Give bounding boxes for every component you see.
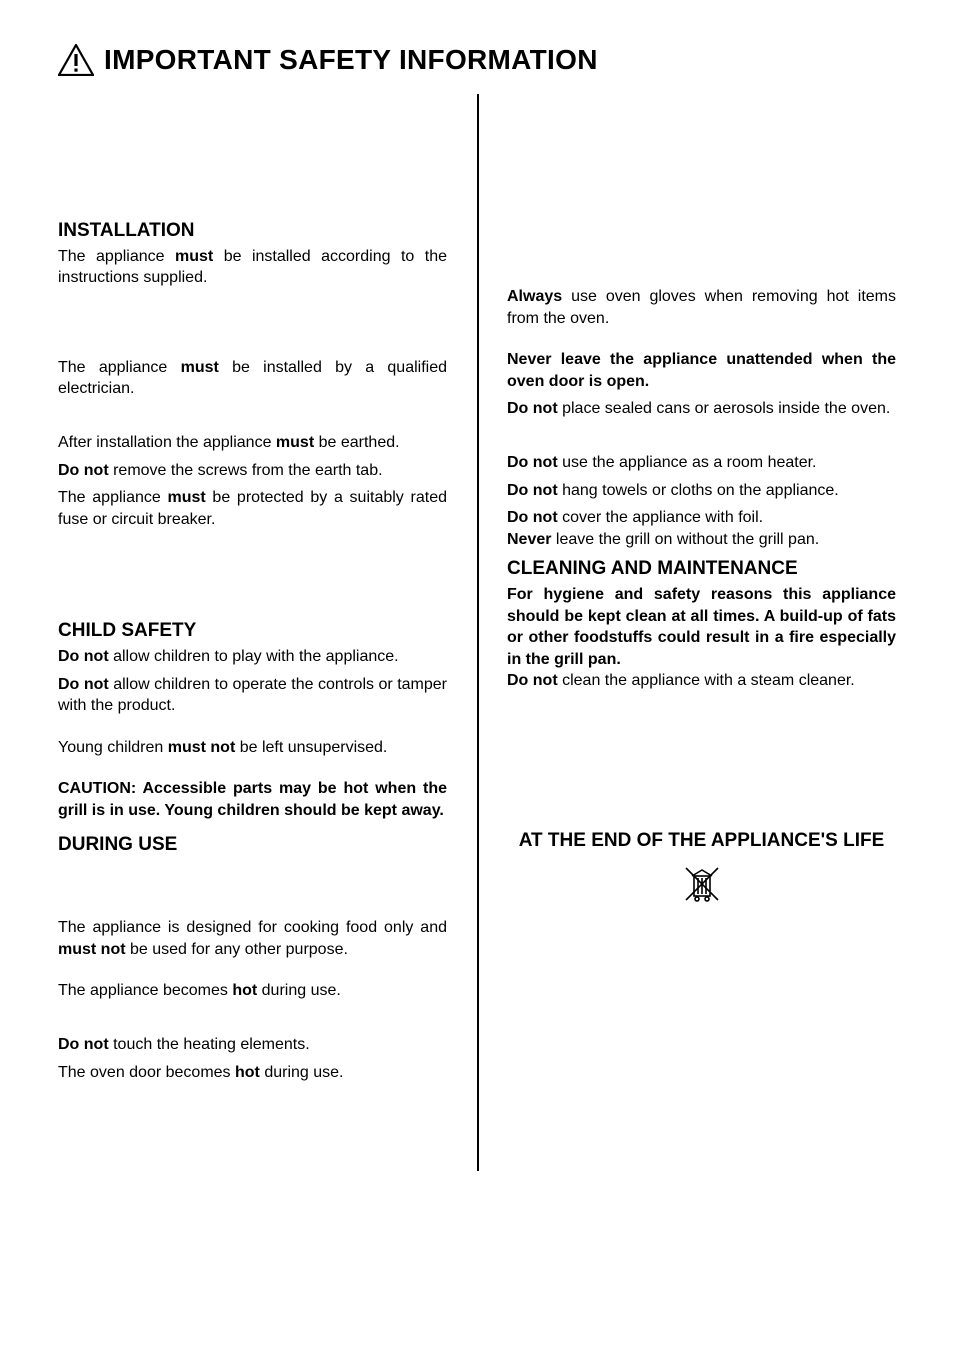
page-title: IMPORTANT SAFETY INFORMATION xyxy=(104,44,598,76)
text: allow children to play with the applianc… xyxy=(109,648,399,665)
document-page: IMPORTANT SAFETY INFORMATION INSTALLATIO… xyxy=(0,0,954,1149)
text: clean the appliance with a steam cleaner… xyxy=(558,672,855,689)
during-para-4: The oven door becomes hot during use. xyxy=(58,1062,447,1084)
end-of-life-heading: AT THE END OF THE APPLIANCE'S LIFE xyxy=(507,828,896,854)
text: Young children xyxy=(58,739,168,756)
warning-triangle-icon xyxy=(58,44,94,76)
bold-text: Never xyxy=(507,531,551,548)
text: be used for any other purpose. xyxy=(126,941,348,958)
bold-text: must not xyxy=(58,941,126,958)
text: hang towels or cloths on the appliance. xyxy=(558,482,839,499)
text: The appliance xyxy=(58,248,175,265)
child-para-3: Young children must not be left unsuperv… xyxy=(58,737,447,759)
text: touch the heating elements. xyxy=(109,1036,310,1053)
bold-text: Do not xyxy=(58,1036,109,1053)
cleaning-donot: Do not clean the appliance with a steam … xyxy=(507,670,896,692)
bold-text: Do not xyxy=(507,672,558,689)
never-unattended: Never leave the appliance unattended whe… xyxy=(507,349,896,392)
child-para-1: Do not allow children to play with the a… xyxy=(58,646,447,668)
text: be left unsupervised. xyxy=(235,739,387,756)
text: during use. xyxy=(260,1064,344,1081)
installation-para-5: The appliance must be protected by a sui… xyxy=(58,487,447,530)
bold-text: Do not xyxy=(58,462,109,479)
text: use oven gloves when removing hot items … xyxy=(507,288,896,327)
always-para: Always use oven gloves when removing hot… xyxy=(507,286,896,329)
child-caution: CAUTION: Accessible parts may be hot whe… xyxy=(58,778,447,821)
left-column: INSTALLATION The appliance must be insta… xyxy=(58,94,477,1089)
title-row: IMPORTANT SAFETY INFORMATION xyxy=(58,44,896,76)
during-para-3: Do not touch the heating elements. xyxy=(58,1034,447,1056)
during-para-1: The appliance is designed for cooking fo… xyxy=(58,917,447,960)
during-para-2: The appliance becomes hot during use. xyxy=(58,980,447,1002)
cleaning-heading: CLEANING AND MAINTENANCE xyxy=(507,556,896,582)
right-column: Always use oven gloves when removing hot… xyxy=(477,94,896,1089)
two-column-layout: INSTALLATION The appliance must be insta… xyxy=(58,94,896,1089)
during-use-heading: DURING USE xyxy=(58,832,447,858)
bold-text: Do not xyxy=(507,400,558,417)
text: leave the grill on without the grill pan… xyxy=(551,531,819,548)
child-safety-heading: CHILD SAFETY xyxy=(58,618,447,644)
bold-text: must xyxy=(181,359,219,376)
cleaning-body: For hygiene and safety reasons this appl… xyxy=(507,584,896,670)
text: The appliance is designed for cooking fo… xyxy=(58,919,447,936)
installation-para-1: The appliance must be installed accordin… xyxy=(58,246,447,289)
bold-text: must not xyxy=(168,739,236,756)
text: use the appliance as a room heater. xyxy=(558,454,817,471)
bold-text: Do not xyxy=(507,509,558,526)
child-para-2: Do not allow children to operate the con… xyxy=(58,674,447,717)
text: during use. xyxy=(257,982,341,999)
donot-para-2: Do not use the appliance as a room heate… xyxy=(507,452,896,474)
text: The oven door becomes xyxy=(58,1064,235,1081)
text: allow children to operate the controls o… xyxy=(58,676,447,715)
bold-text: Do not xyxy=(58,648,109,665)
bold-text: hot xyxy=(232,982,257,999)
text: be earthed. xyxy=(314,434,399,451)
text: The appliance xyxy=(58,359,181,376)
column-divider xyxy=(477,94,479,1171)
installation-heading: INSTALLATION xyxy=(58,218,447,244)
text: After installation the appliance xyxy=(58,434,276,451)
donot-para-1: Do not place sealed cans or aerosols ins… xyxy=(507,398,896,420)
weee-bin-icon xyxy=(507,862,896,913)
installation-para-3: After installation the appliance must be… xyxy=(58,432,447,454)
bold-text: must xyxy=(276,434,314,451)
text: remove the screws from the earth tab. xyxy=(109,462,383,479)
text: The appliance becomes xyxy=(58,982,232,999)
bold-text: must xyxy=(167,489,205,506)
bold-text: must xyxy=(175,248,213,265)
bold-text: hot xyxy=(235,1064,260,1081)
never-para: Never leave the grill on without the gri… xyxy=(507,529,896,551)
donot-para-3: Do not hang towels or cloths on the appl… xyxy=(507,480,896,502)
donot-para-4: Do not cover the appliance with foil. xyxy=(507,507,896,529)
bold-text: Do not xyxy=(507,482,558,499)
bold-text: Do not xyxy=(58,676,109,693)
bold-text: Do not xyxy=(507,454,558,471)
bold-text: Always xyxy=(507,288,562,305)
text: place sealed cans or aerosols inside the… xyxy=(558,400,891,417)
text: The appliance xyxy=(58,489,167,506)
text: cover the appliance with foil. xyxy=(558,509,763,526)
installation-para-2: The appliance must be installed by a qua… xyxy=(58,357,447,400)
installation-para-4: Do not remove the screws from the earth … xyxy=(58,460,447,482)
